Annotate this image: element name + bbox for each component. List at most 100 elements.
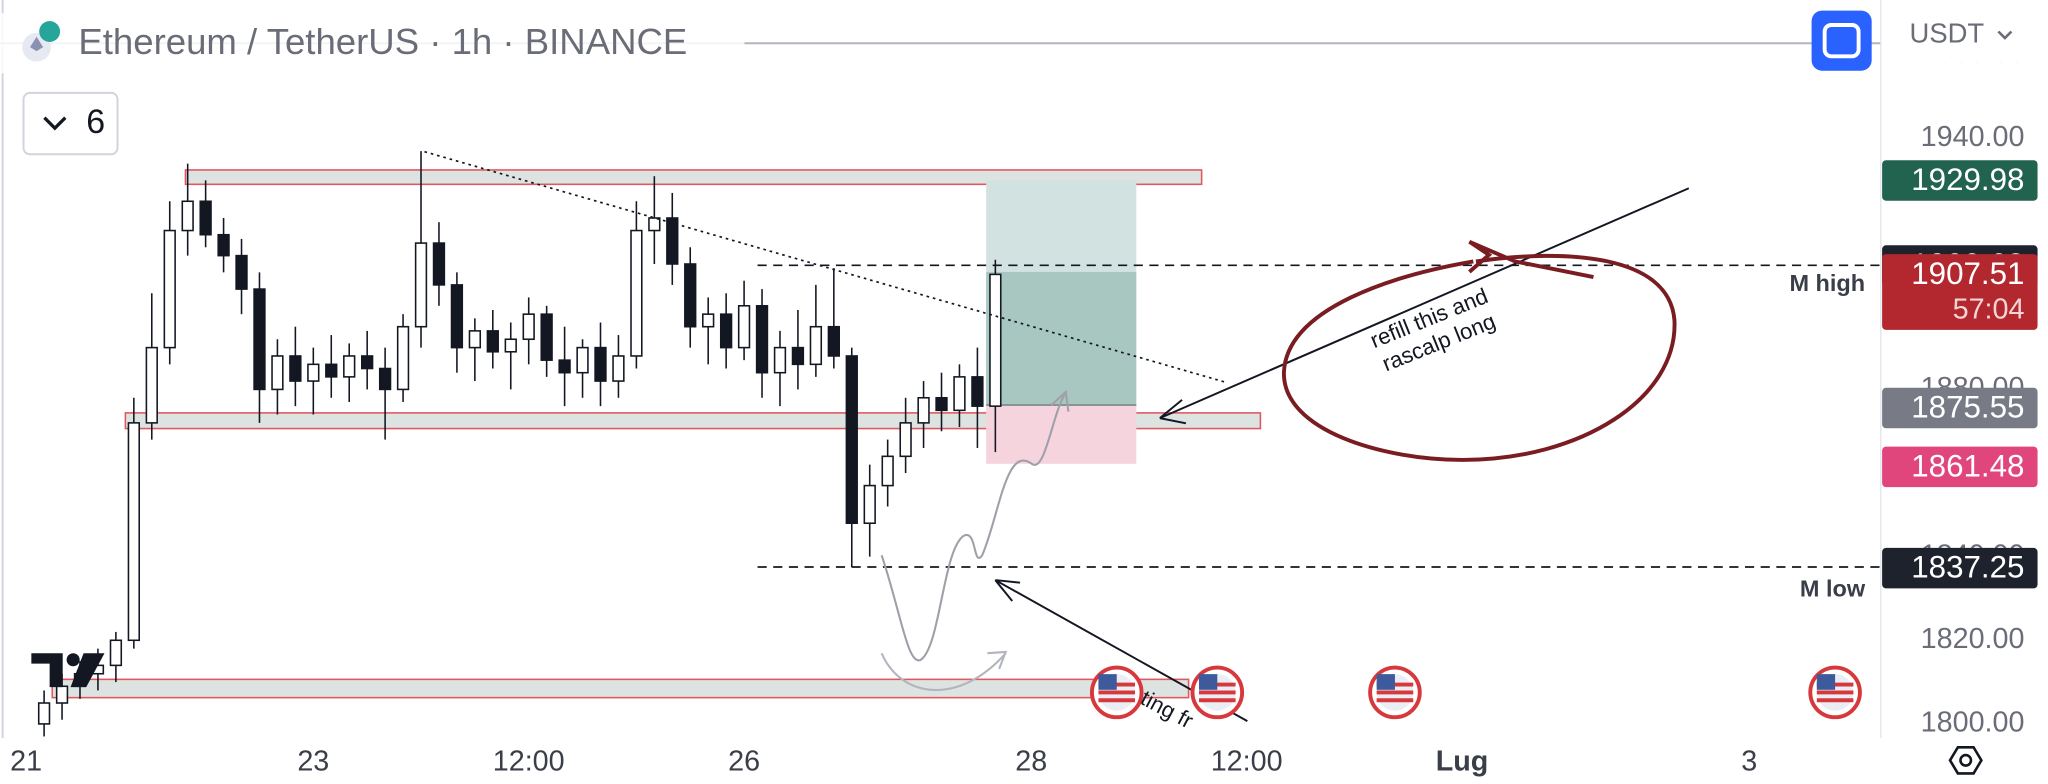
countdown: 57:04 [1953,294,2025,326]
circle-scribble [1281,239,1677,462]
arrow [1159,187,1690,425]
button-icon [1822,23,1861,59]
candle-body [935,396,948,412]
candles [37,151,1002,737]
candle-body [343,355,356,378]
trendline [424,150,1228,384]
candle-body [791,346,805,366]
projection-path [880,389,1070,662]
screenshot-button[interactable] [1811,10,1872,71]
price-badge-label: 1875.55 [1911,390,2024,425]
candle-body [666,217,679,265]
price-badge [1882,254,2038,330]
m-high-label: M high [1789,270,1865,296]
y-tick-label: 1940.00 [1921,121,2025,153]
candle-body [253,288,266,391]
candle-body [630,229,643,357]
candle-body [504,338,517,353]
chevron [43,116,67,131]
candle-body [109,639,123,667]
tv-logo [31,653,105,688]
x-tick-label: 21 [10,746,42,778]
candle-body [486,330,499,353]
candle-body [307,363,320,382]
candle-body [971,376,984,407]
candle-body [289,355,302,382]
y-tick-label: 1820.00 [1921,623,2025,655]
x-tick-label: 23 [297,746,329,778]
indicator-toggle[interactable] [22,91,119,156]
candle-body [414,242,428,328]
event-flag[interactable] [1190,665,1245,720]
candle-body [863,484,876,524]
candle-body [325,363,338,378]
candle-body [648,217,661,232]
price-badge-label: 1929.98 [1911,162,2024,197]
candle-body [702,313,715,328]
candle-body [719,313,733,349]
candle-body [576,346,589,374]
event-flag[interactable] [1808,665,1862,720]
target-area [986,180,1137,272]
candle-body [953,376,966,412]
profit-area [986,271,1137,406]
candle-body [217,233,230,257]
x-tick-label: 28 [1015,746,1047,778]
price-badge [1882,160,2038,201]
currency-chevron [1997,30,2013,40]
candle-body [989,273,1002,407]
settings-icon[interactable] [1948,745,1983,775]
currency[interactable]: USDT [1910,18,1985,49]
event-flag[interactable] [1368,665,1422,720]
candle-body [378,367,392,391]
long-position [986,180,1137,464]
price-scale: 1960.001940.001880.001840.001820.001800.… [1882,38,2038,739]
candle-body [127,422,141,642]
candle-body [773,346,787,374]
candle-body [594,346,607,382]
y-tick-label: 1800.00 [1921,707,2025,739]
candle-body [432,242,446,286]
m-low-label: M low [1800,576,1866,602]
time-axis: 21 23 12:00 26 28 12:00 Lug 3 [10,746,1757,778]
candle-body [271,355,284,391]
indicator-count: 6 [86,103,105,141]
symbol-title: Ethereum / TetherUS · 1h · BINANCE [78,21,687,62]
supply-zone [184,169,1203,186]
price-badge-label: 1907.51 [1911,256,2024,291]
candle-body [450,284,464,349]
event-flag[interactable] [1089,665,1144,720]
x-tick-label: 12:00 [493,746,565,778]
candle-body [522,313,535,341]
candle-body [827,325,840,357]
x-tick-label: Lug [1436,746,1489,778]
projection-curve [880,650,1008,692]
candle-body [145,346,158,424]
candle-body [899,422,912,458]
candle-body [163,229,176,349]
candle-body [558,359,571,374]
x-tick-label: 3 [1741,746,1757,778]
demand-zone [51,678,1190,699]
symbol-icon [22,21,61,62]
x-tick-label: 12:00 [1211,746,1283,778]
candle-body [235,254,248,290]
candle-body [181,200,194,232]
price-badge-label: 1861.48 [1911,448,2024,483]
candle-body [360,355,374,370]
candle-body [845,355,858,524]
price-badge [1882,387,2038,429]
drawings [424,150,1881,722]
events [1089,665,1862,720]
candle-body [737,305,751,349]
candle-body [540,313,553,361]
currency-bg [1886,10,2041,63]
candle-body [199,200,212,236]
candle-body [55,685,69,704]
note: refill this and rascalp long [1367,283,1499,376]
candle-body [755,305,769,374]
candle-body [396,325,410,391]
candle-body [881,455,894,487]
